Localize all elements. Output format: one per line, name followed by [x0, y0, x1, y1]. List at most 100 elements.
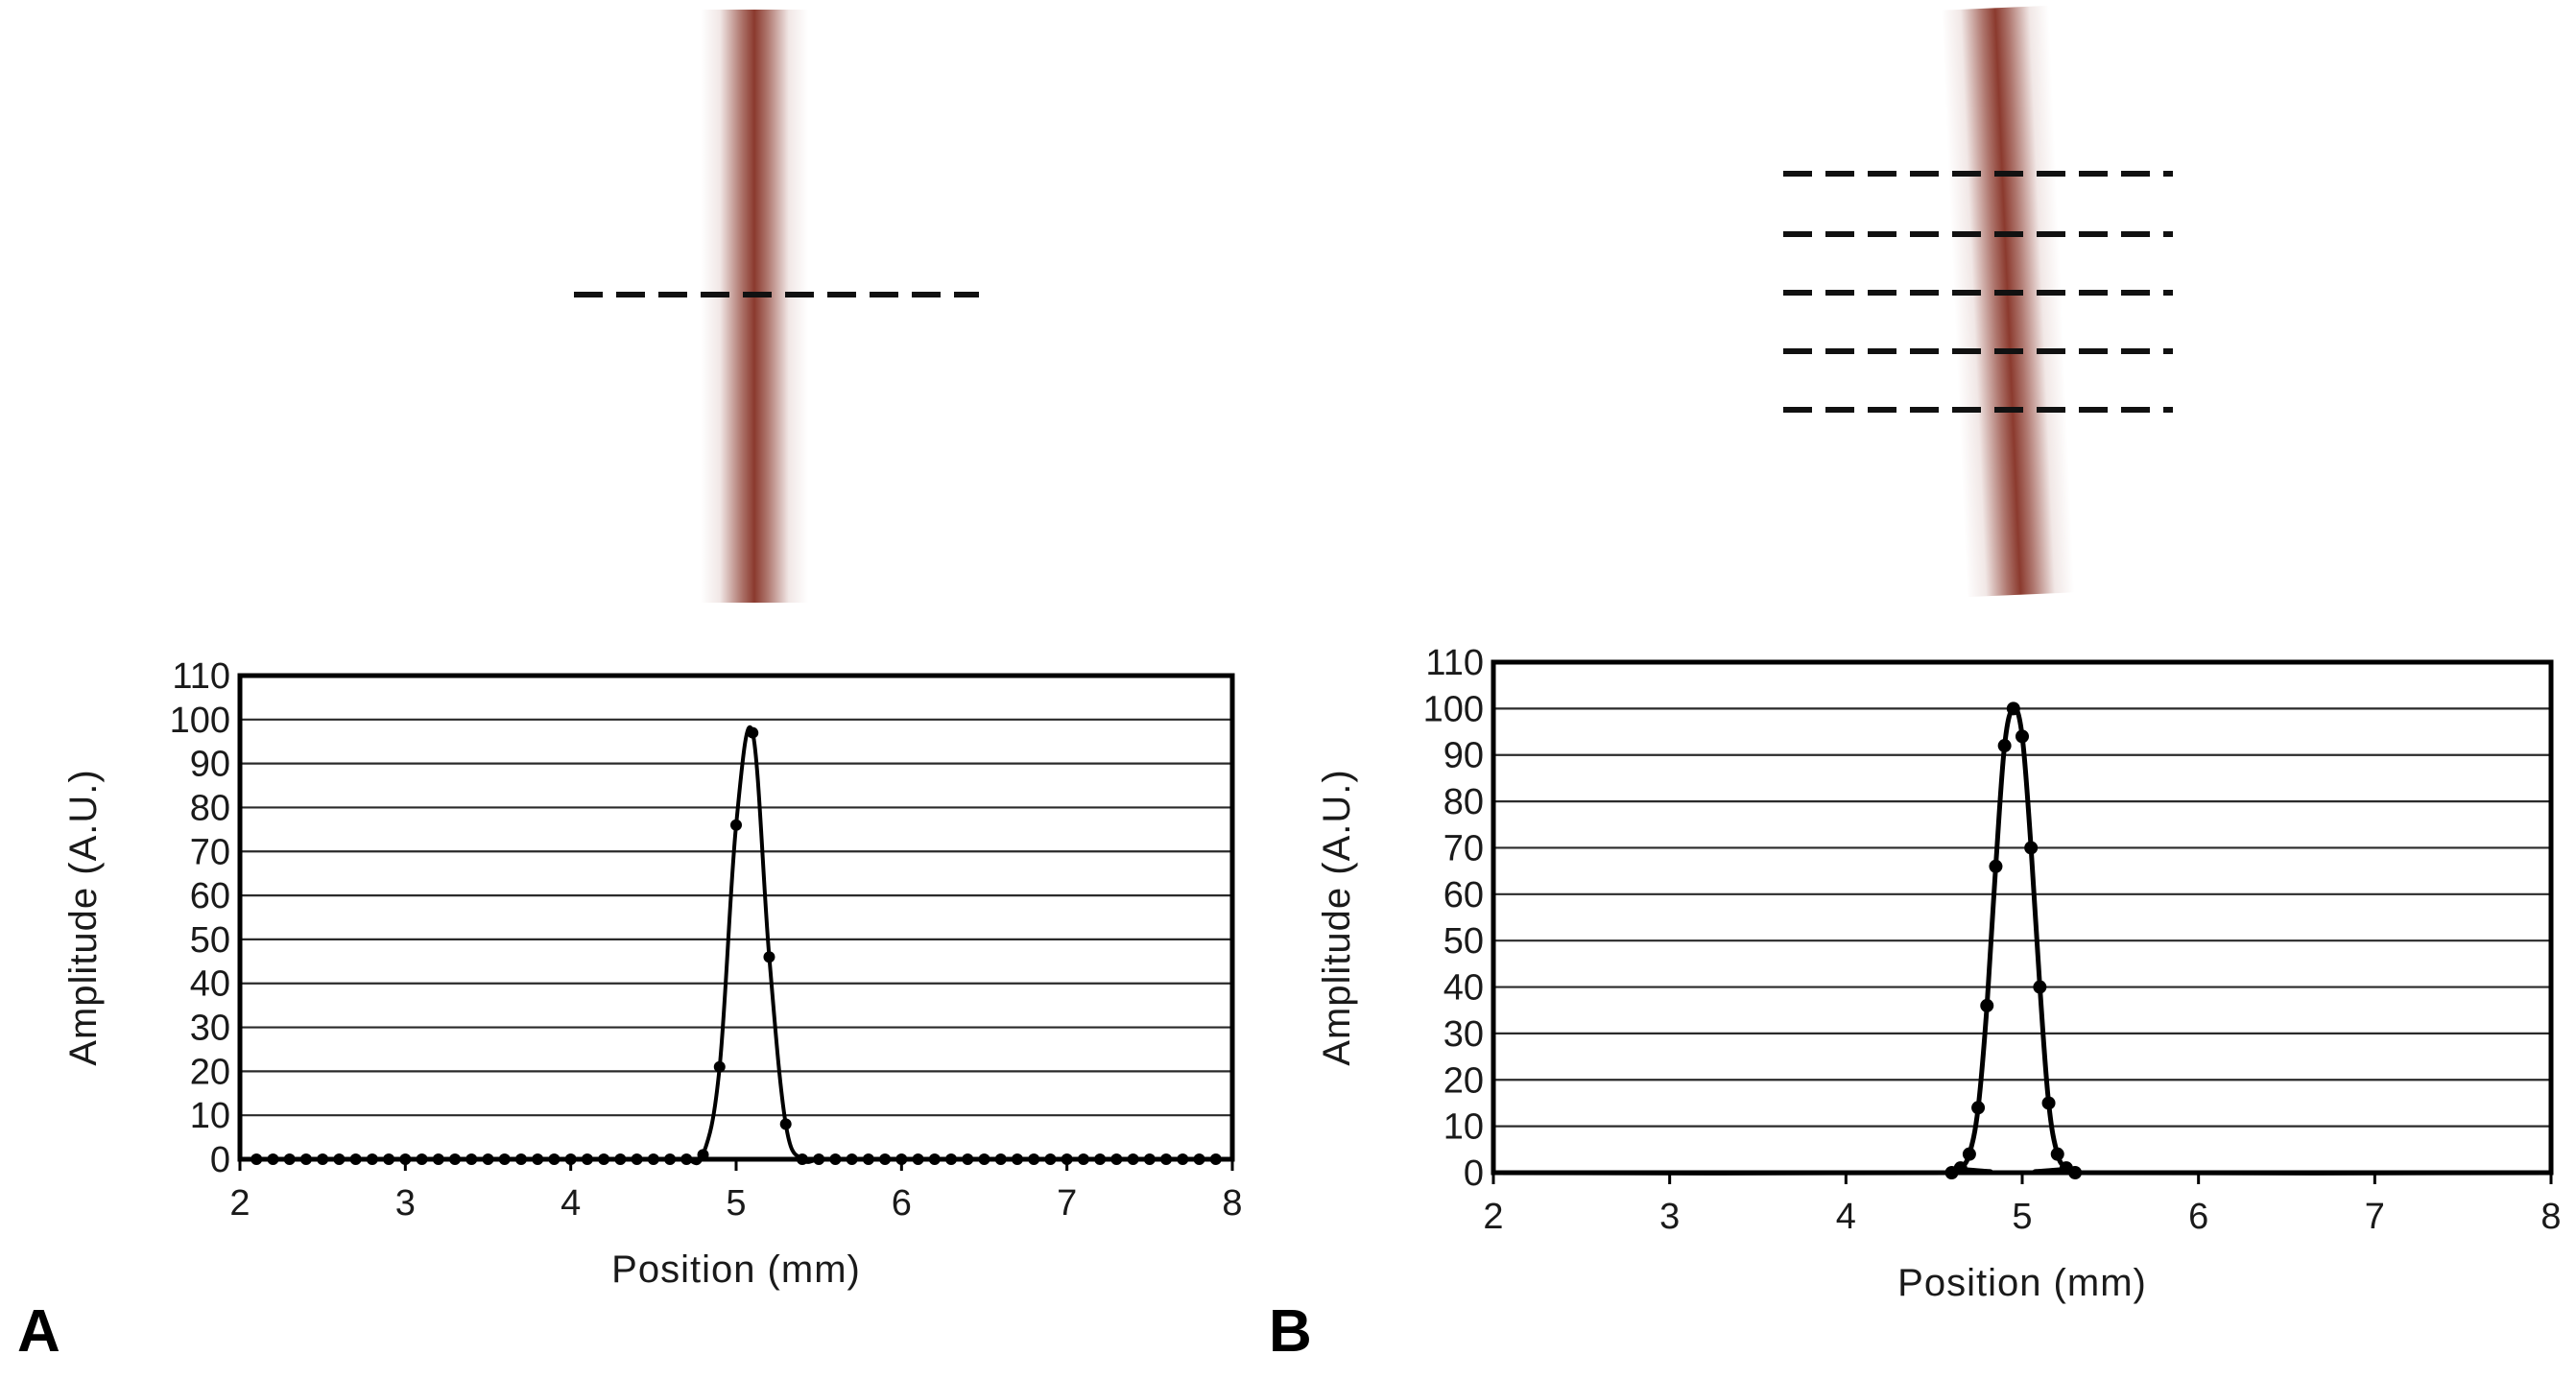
chart-b-xtick-label: 8: [2540, 1197, 2561, 1237]
chart-b-data-point: [2041, 1096, 2056, 1110]
chart-a-xtick-label: 4: [561, 1183, 581, 1224]
chart-a-ytick-label: 110: [172, 656, 230, 697]
chart-a-data-point: [614, 1153, 627, 1165]
chart-a-data-point: [928, 1153, 941, 1165]
chart-a-ylabel: Amplitude (A.U.): [62, 769, 105, 1065]
chart-a-data-point: [267, 1153, 279, 1165]
chart-a-ytick-label: 100: [170, 701, 230, 741]
chart-a-data-point: [1209, 1153, 1222, 1165]
chart-a-ytick-label: 70: [190, 832, 230, 872]
chart-a-data-point: [631, 1153, 643, 1165]
chart-b-data-point: [1953, 1161, 1968, 1176]
chart-a-data-point: [299, 1153, 312, 1165]
chart-a-data-point: [548, 1153, 561, 1165]
chart-a-data-point: [813, 1153, 825, 1165]
chart-a-data-point: [1094, 1153, 1107, 1165]
chart-a-data-point: [581, 1153, 593, 1165]
fiber-image-a: [574, 10, 979, 603]
chart-a-data-point: [697, 1149, 709, 1161]
chart-a-data-point: [598, 1153, 610, 1165]
chart-a-data-point: [333, 1153, 346, 1165]
chart-a-series-line: [240, 725, 1232, 1166]
chart-a-data-point: [514, 1153, 527, 1165]
chart-a-ytick-label: 60: [190, 876, 230, 916]
fiber-image-b: [1783, 5, 2173, 598]
chart-b-xtick-label: 6: [2188, 1197, 2208, 1237]
chart-b-ytick-label: 20: [1443, 1060, 1484, 1101]
chart-a-data-point: [366, 1153, 378, 1165]
chart-a-data-point: [1160, 1153, 1173, 1165]
chart-b: 0 10 20 30 40 50 60 70 80 90 100 110 2 3 4 5 6 7 8 Position…: [1316, 643, 2562, 1304]
chart-a-xtick-label: 7: [1057, 1183, 1077, 1224]
chart-b-ytick-label: 50: [1443, 921, 1484, 962]
chart-a-data-point: [846, 1153, 858, 1165]
chart-a-xtick-label: 5: [726, 1183, 746, 1224]
chart-b-data-point: [1989, 859, 2003, 873]
chart-a-data-point: [730, 819, 742, 831]
fiber-a: [701, 10, 808, 603]
chart-a-data-point: [482, 1153, 494, 1165]
chart-a-xlabel: Position (mm): [611, 1248, 861, 1291]
chart-a-ytick-label: 50: [190, 920, 230, 961]
chart-b-data-point: [1980, 998, 1994, 1012]
chart-a-data-point: [449, 1153, 462, 1165]
chart-b-xtick-label: 4: [1836, 1197, 1856, 1237]
chart-b-xtick-label: 2: [1483, 1197, 1503, 1237]
chart-a-data-point: [994, 1153, 1007, 1165]
chart-b-data-point: [2024, 841, 2039, 855]
chart-b-ytick-label: 60: [1443, 875, 1484, 915]
chart-a-data-point: [399, 1153, 412, 1165]
chart-a-data-point: [862, 1153, 874, 1165]
chart-b-data-point: [2015, 729, 2029, 744]
chart-b-ytick-label: 70: [1443, 828, 1484, 868]
chart-b-xlabel: Position (mm): [1897, 1262, 2147, 1304]
chart-a-data-point: [1061, 1153, 1073, 1165]
chart-a-data-point: [564, 1153, 577, 1165]
chart-a-data-point: [1011, 1153, 1023, 1165]
chart-a-data-point: [1110, 1153, 1123, 1165]
chart-a-ytick-label: 20: [190, 1052, 230, 1092]
chart-b-ytick-label: 0: [1464, 1153, 1484, 1194]
chart-a-ytick-label: 40: [190, 964, 230, 1005]
panel-label-a: A: [17, 1298, 60, 1365]
chart-b-ytick-label: 110: [1425, 643, 1484, 683]
chart-a-data-point: [713, 1060, 726, 1073]
chart-a-data-point: [250, 1153, 263, 1165]
chart-a-xtick-label: 2: [229, 1183, 250, 1224]
chart-a-data-point: [895, 1153, 908, 1165]
chart-a-data-point: [912, 1153, 924, 1165]
chart-a-data-point: [664, 1153, 677, 1165]
chart-a-data-point: [1028, 1153, 1040, 1165]
chart-a-plot-frame: [237, 673, 1235, 1162]
chart-a-data-point: [317, 1153, 329, 1165]
chart-b-ytick-label: 40: [1443, 968, 1484, 1009]
chart-b-ytick-label: 90: [1443, 736, 1484, 776]
chart-a-data-point: [349, 1153, 362, 1165]
chart-a-data-point: [680, 1153, 693, 1165]
chart-a-ytick-label: 80: [190, 788, 230, 828]
chart-b-data-point: [1962, 1147, 1976, 1161]
chart-a-ytick-label: 10: [190, 1096, 230, 1136]
chart-a-data-point: [779, 1118, 792, 1130]
chart-b-ytick-label: 10: [1443, 1107, 1484, 1148]
chart-a-ytick-label: 30: [190, 1009, 230, 1049]
chart-a-data-point: [432, 1153, 444, 1165]
chart-a-xtick-label: 8: [1222, 1183, 1242, 1224]
chart-a-data-point: [532, 1153, 544, 1165]
chart-a-data-point: [383, 1153, 395, 1165]
chart-a-data-point: [498, 1153, 511, 1165]
chart-b-xtick-label: 3: [1659, 1197, 1680, 1237]
chart-a-data-point: [796, 1153, 808, 1165]
fiber-b: [1941, 5, 2075, 598]
chart-b-data-point: [2006, 701, 2020, 716]
chart-a-data-point: [829, 1153, 842, 1165]
chart-b-ytick-label: 30: [1443, 1014, 1484, 1055]
chart-a-xtick-label: 6: [892, 1183, 912, 1224]
chart-b-data-point: [2033, 980, 2047, 994]
chart-a-data-point: [763, 951, 775, 963]
chart-a-data-point: [647, 1153, 659, 1165]
chart-a-data-point: [1044, 1153, 1057, 1165]
chart-b-xtick-label: 5: [2012, 1197, 2032, 1237]
